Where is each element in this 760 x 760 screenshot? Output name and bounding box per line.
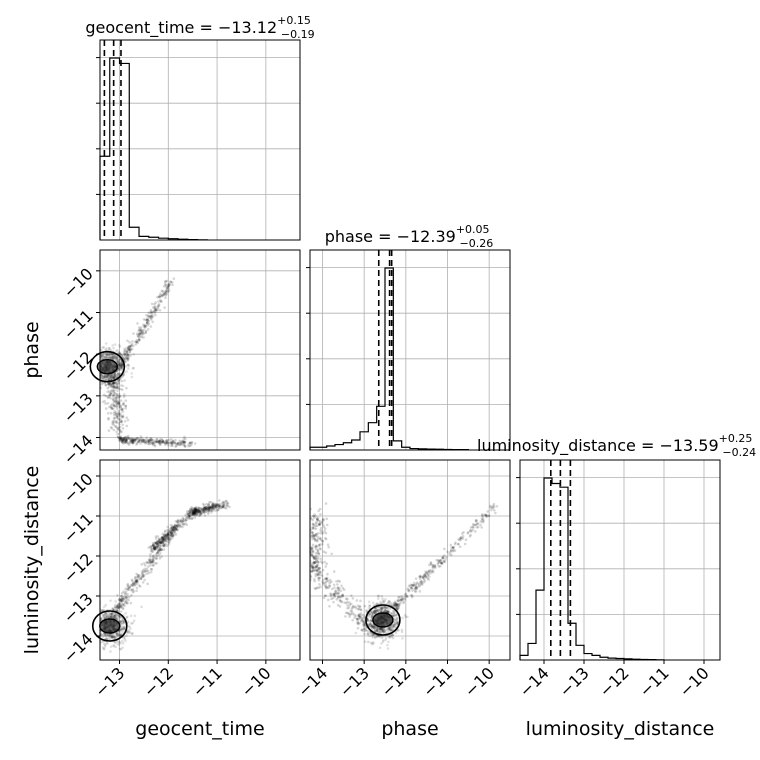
x-tick-label-luminosity_distance: −13 xyxy=(556,663,593,700)
contour-outer-geocent_time-phase xyxy=(89,350,126,383)
grid-layer xyxy=(100,40,720,660)
y-tick-label-luminosity_distance: −11 xyxy=(60,509,97,546)
frame-layer xyxy=(99,39,721,661)
panel-frame-0-0 xyxy=(99,39,301,241)
panel-frame-2-1 xyxy=(309,459,511,661)
x-tick-label-luminosity_distance: −12 xyxy=(596,663,633,700)
y-axis-label-luminosity-distance: luminosity_distance xyxy=(21,466,43,655)
panel-frame-2-0 xyxy=(99,459,301,661)
y-tick-label-luminosity_distance: −13 xyxy=(60,589,97,626)
y-tick-label-luminosity_distance: −10 xyxy=(60,469,97,506)
y-tick-label-phase: −12 xyxy=(60,348,97,385)
histogram-luminosity_distance xyxy=(519,477,665,661)
x-tick-label-geocent_time: −11 xyxy=(189,663,226,700)
x-tick-label-phase: −14 xyxy=(294,663,331,700)
geocent-time-title: geocent_time = −13.12+0.15 −0.19 xyxy=(85,14,314,41)
x-axis-label-geocent-time: geocent_time xyxy=(135,718,264,740)
contour-inner-phase-luminosity_distance xyxy=(372,612,394,628)
panel-frame-2-2 xyxy=(519,459,721,661)
y-tick-label-phase: −10 xyxy=(60,264,97,301)
y-tick-label-luminosity_distance: −12 xyxy=(60,549,97,586)
x-tick-label-geocent_time: −12 xyxy=(140,663,177,700)
x-tick-label-geocent_time: −13 xyxy=(91,663,128,700)
contour-outer-geocent_time-luminosity_distance xyxy=(91,610,128,642)
scatter-phase-luminosity_distance xyxy=(310,502,499,650)
x-tick-label-phase: −12 xyxy=(377,663,414,700)
y-tick-label-phase: −11 xyxy=(60,306,97,343)
phase-title: phase = −12.39+0.05 −0.26 xyxy=(325,223,494,250)
contour-layer xyxy=(89,350,401,642)
histogram-layer xyxy=(99,40,665,661)
contour-outer-phase-luminosity_distance xyxy=(365,604,401,636)
x-tick-label-phase: −11 xyxy=(419,663,456,700)
contour-inner-geocent_time-phase xyxy=(96,358,119,375)
luminosity-distance-title: luminosity_distance = −13.59+0.25 −0.24 xyxy=(477,432,756,459)
x-tick-label-phase: −13 xyxy=(336,663,373,700)
x-tick-label-luminosity_distance: −10 xyxy=(676,663,713,700)
x-tick-label-phase: −10 xyxy=(461,663,498,700)
x-tick-label-geocent_time: −10 xyxy=(237,663,274,700)
y-tick-label-phase: −13 xyxy=(60,389,97,426)
y-tick-label-luminosity_distance: −14 xyxy=(60,629,97,666)
panel-frame-1-1 xyxy=(309,249,511,451)
scatter-layer xyxy=(100,277,499,653)
histogram-phase xyxy=(309,267,469,451)
x-axis-label-luminosity-distance: luminosity_distance xyxy=(526,718,715,740)
y-tick-label-phase: −14 xyxy=(60,431,97,468)
x-axis-label-phase: phase xyxy=(381,718,438,740)
y-axis-label-phase: phase xyxy=(21,321,43,378)
x-tick-label-luminosity_distance: −14 xyxy=(516,663,553,700)
x-tick-label-luminosity_distance: −11 xyxy=(636,663,673,700)
panel-frame-1-0 xyxy=(99,249,301,451)
contour-inner-geocent_time-luminosity_distance xyxy=(99,618,121,634)
